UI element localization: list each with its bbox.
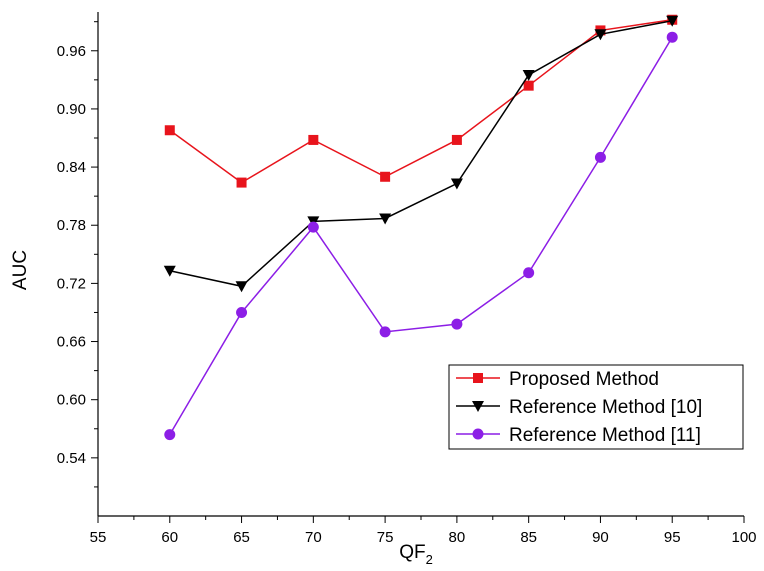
- series-line: [169, 36, 673, 435]
- legend-item-3: Reference Method [11]: [456, 425, 701, 446]
- data-point-triangle: [594, 29, 607, 41]
- y-tick-label: 0.54: [57, 450, 86, 467]
- data-point-triangle: [450, 178, 463, 190]
- legend-label: Proposed Method: [509, 369, 659, 390]
- legend-box: [448, 364, 744, 450]
- data-point-circle: [307, 221, 319, 233]
- series-line: [169, 19, 673, 288]
- x-tick-label: 60: [161, 529, 178, 546]
- data-point-square: [473, 373, 483, 383]
- data-series: [163, 14, 679, 441]
- data-point-circle: [666, 31, 678, 43]
- y-tick-label: 0.90: [57, 101, 86, 118]
- x-axis-title-subscript: 2: [426, 552, 433, 567]
- series-line: [169, 19, 673, 184]
- data-point-circle: [472, 428, 484, 440]
- legend-item-1: Proposed Method: [456, 369, 659, 390]
- y-tick-label: 0.78: [57, 217, 86, 234]
- x-tick-label: 85: [520, 529, 537, 546]
- tick-marks: [91, 21, 745, 523]
- legend-label: Reference Method [11]: [509, 425, 701, 446]
- data-point-circle: [523, 267, 535, 279]
- series-3: [164, 31, 678, 441]
- data-point-triangle: [666, 15, 679, 27]
- data-point-square: [380, 171, 391, 182]
- y-tick-label: 0.66: [57, 334, 86, 351]
- data-point-circle: [594, 151, 606, 163]
- x-tick-label: 95: [664, 529, 681, 546]
- data-point-circle: [451, 318, 463, 330]
- data-point-triangle: [522, 70, 535, 81]
- x-tick-label: 55: [90, 529, 107, 546]
- y-axis-title: AUC: [10, 250, 31, 290]
- data-point-triangle: [379, 213, 392, 225]
- data-point-square: [164, 125, 175, 136]
- x-tick-label: 100: [731, 529, 756, 546]
- data-point-circle: [379, 326, 391, 338]
- x-tick-label: 75: [377, 529, 394, 546]
- data-point-triangle: [235, 281, 248, 293]
- tick-labels: 55 60 65 70 75 80 85 90 95 100 0.54 0.60 0.66 0.72 0.7…: [57, 43, 757, 546]
- data-point-square: [523, 80, 534, 91]
- legend-item-2: Reference Method [10]: [456, 397, 702, 418]
- data-point-circle: [164, 429, 176, 441]
- x-tick-label: 65: [233, 529, 250, 546]
- y-tick-label: 0.84: [57, 159, 86, 176]
- x-tick-label: 70: [305, 529, 322, 546]
- data-point-triangle: [472, 401, 484, 412]
- legend-label: Reference Method [10]: [509, 397, 702, 418]
- data-point-square: [451, 134, 462, 145]
- data-point-circle: [236, 306, 248, 318]
- data-point-square: [236, 177, 247, 188]
- y-tick-label: 0.96: [57, 43, 86, 60]
- x-axis-title-main: QF: [399, 542, 425, 563]
- y-tick-label: 0.72: [57, 275, 86, 292]
- legend: Proposed Method Reference Method [10] Refe…: [448, 364, 744, 450]
- x-tick-label: 80: [449, 529, 466, 546]
- y-tick-label: 0.60: [57, 392, 86, 409]
- data-point-square: [308, 134, 319, 145]
- x-tick-label: 90: [592, 529, 609, 546]
- x-axis-title: QF2: [399, 542, 433, 567]
- data-point-triangle: [163, 265, 176, 277]
